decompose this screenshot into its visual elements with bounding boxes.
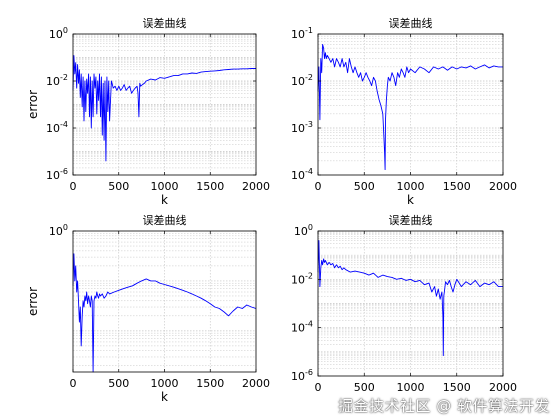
x-tick-label: 0 (70, 377, 77, 390)
y-tick-base: 10 (49, 28, 63, 41)
y-tick-exponent: 0 (63, 223, 68, 232)
y-tick-label: 10-1 (291, 26, 313, 41)
x-tick-label: 1500 (443, 180, 471, 193)
y-tick-label: 10-3 (291, 120, 313, 135)
x-tick-label: 1000 (151, 377, 179, 390)
y-tick-label: 100 (49, 223, 68, 238)
y-tick-exponent: -4 (305, 167, 313, 176)
x-axis-label: k (161, 390, 168, 404)
y-tick-base: 10 (291, 169, 305, 182)
y-axis-label: error (26, 287, 40, 316)
chart-title: 误差曲线 (143, 213, 187, 227)
y-tick-exponent: -2 (305, 271, 313, 280)
x-tick-label: 2000 (489, 180, 517, 193)
y-tick-base: 10 (291, 370, 305, 383)
y-tick-label: 10-6 (46, 167, 68, 182)
y-tick-exponent: -4 (60, 120, 68, 129)
y-tick-label: 10-4 (46, 120, 68, 135)
x-tick-label: 2000 (489, 381, 517, 394)
x-tick-label: 500 (354, 180, 375, 193)
y-tick-base: 10 (46, 75, 60, 88)
x-tick-label: 1500 (196, 377, 224, 390)
x-tick-label: 500 (354, 381, 375, 394)
error-series-line (317, 240, 503, 357)
y-tick-label: 10-4 (291, 320, 313, 335)
y-tick-base: 10 (49, 225, 63, 238)
x-tick-label: 1000 (151, 180, 179, 193)
y-tick-base: 10 (291, 75, 305, 88)
y-tick-label: 10-6 (291, 368, 313, 383)
chart-panel-1: 0 500 1000 1500 200010-610-410-2100误差曲线kerro… (26, 16, 270, 207)
x-tick-label: 2000 (242, 180, 270, 193)
y-tick-label: 10-4 (291, 167, 313, 182)
chart-title: 误差曲线 (389, 16, 433, 30)
y-tick-exponent: -2 (60, 73, 68, 82)
watermark: 掘金技术社区 @ 软件算法开发 (337, 397, 550, 415)
y-tick-label: 10-2 (46, 73, 68, 88)
y-tick-base: 10 (291, 322, 305, 335)
chart-title: 误差曲线 (389, 213, 433, 227)
x-tick-label: 0 (315, 381, 322, 394)
y-tick-exponent: -1 (305, 26, 313, 35)
y-tick-base: 10 (291, 28, 305, 41)
y-tick-label: 100 (294, 223, 313, 238)
y-tick-exponent: -4 (305, 320, 313, 329)
y-tick-exponent: 0 (308, 223, 313, 232)
y-tick-base: 10 (291, 122, 305, 135)
x-tick-label: 1500 (196, 180, 224, 193)
x-tick-label: 1000 (397, 180, 425, 193)
x-tick-label: 0 (70, 180, 77, 193)
x-tick-label: 500 (108, 377, 129, 390)
y-tick-exponent: -3 (305, 120, 313, 129)
x-tick-label: 0 (315, 180, 322, 193)
x-axis-label: k (407, 193, 414, 207)
x-tick-label: 500 (108, 180, 129, 193)
y-axis-label: error (26, 90, 40, 119)
y-tick-base: 10 (46, 169, 60, 182)
x-tick-label: 1000 (397, 381, 425, 394)
error-series-line (72, 55, 256, 162)
y-tick-label: 100 (49, 26, 68, 41)
y-tick-exponent: -2 (305, 73, 313, 82)
y-tick-label: 10-2 (291, 73, 313, 88)
x-tick-label: 2000 (242, 377, 270, 390)
y-tick-exponent: 0 (63, 26, 68, 35)
error-series-line (317, 43, 503, 171)
error-series-line (72, 253, 257, 373)
x-tick-label: 1500 (443, 381, 471, 394)
chart-title: 误差曲线 (143, 16, 187, 30)
y-tick-base: 10 (46, 122, 60, 135)
x-axis-label: k (161, 193, 168, 207)
y-tick-base: 10 (294, 225, 308, 238)
y-tick-base: 10 (291, 273, 305, 286)
y-tick-label: 10-2 (291, 271, 313, 286)
y-tick-exponent: -6 (305, 368, 313, 377)
y-tick-exponent: -6 (60, 167, 68, 176)
